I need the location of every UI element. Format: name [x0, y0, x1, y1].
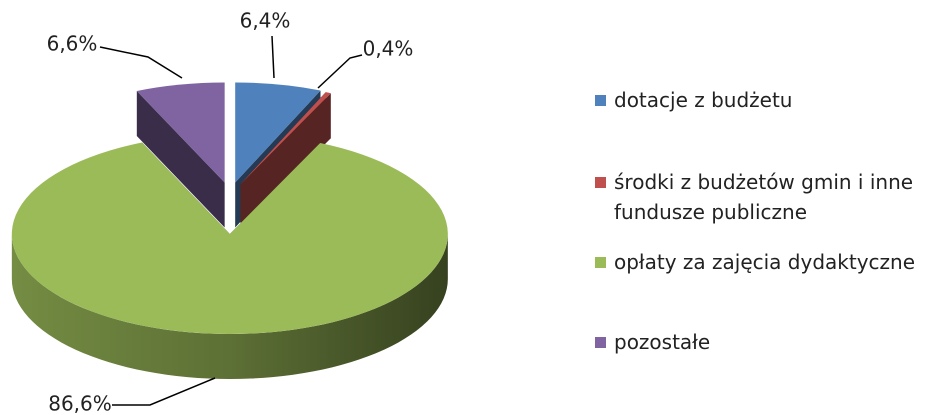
legend-item: pozostałe: [595, 327, 935, 357]
slice: [11, 142, 448, 334]
data-label: 86,6%: [48, 392, 112, 415]
legend-item: środki z budżetów gmin i inne fundusze p…: [595, 167, 935, 227]
data-label: 6,4%: [240, 9, 291, 33]
data-label: 0,4%: [363, 37, 414, 61]
legend-label: opłaty za zajęcia dydaktyczne: [614, 250, 916, 274]
legend-swatch: [595, 257, 606, 268]
slice: [235, 82, 321, 183]
leader-line: [112, 377, 216, 406]
slice: [136, 82, 225, 183]
legend-item: dotacje z budżetu: [595, 85, 935, 115]
legend-swatch: [595, 177, 606, 188]
legend-swatch: [595, 337, 606, 348]
slice-side: [240, 93, 331, 230]
leader-line: [317, 54, 363, 89]
legend-label: środki z budżetów gmin i inne fundusze p…: [614, 170, 914, 224]
data-label: 6,6%: [47, 32, 98, 56]
leader-line: [99, 46, 183, 79]
legend-item: opłaty za zajęcia dydaktyczne: [595, 247, 935, 277]
slice-rim: [11, 233, 448, 379]
leader-line: [271, 35, 275, 79]
slice-side: [136, 91, 225, 228]
slice: [240, 92, 331, 185]
legend-swatch: [595, 95, 606, 106]
legend-label: dotacje z budżetu: [614, 88, 793, 112]
legend-label: pozostałe: [614, 330, 711, 354]
